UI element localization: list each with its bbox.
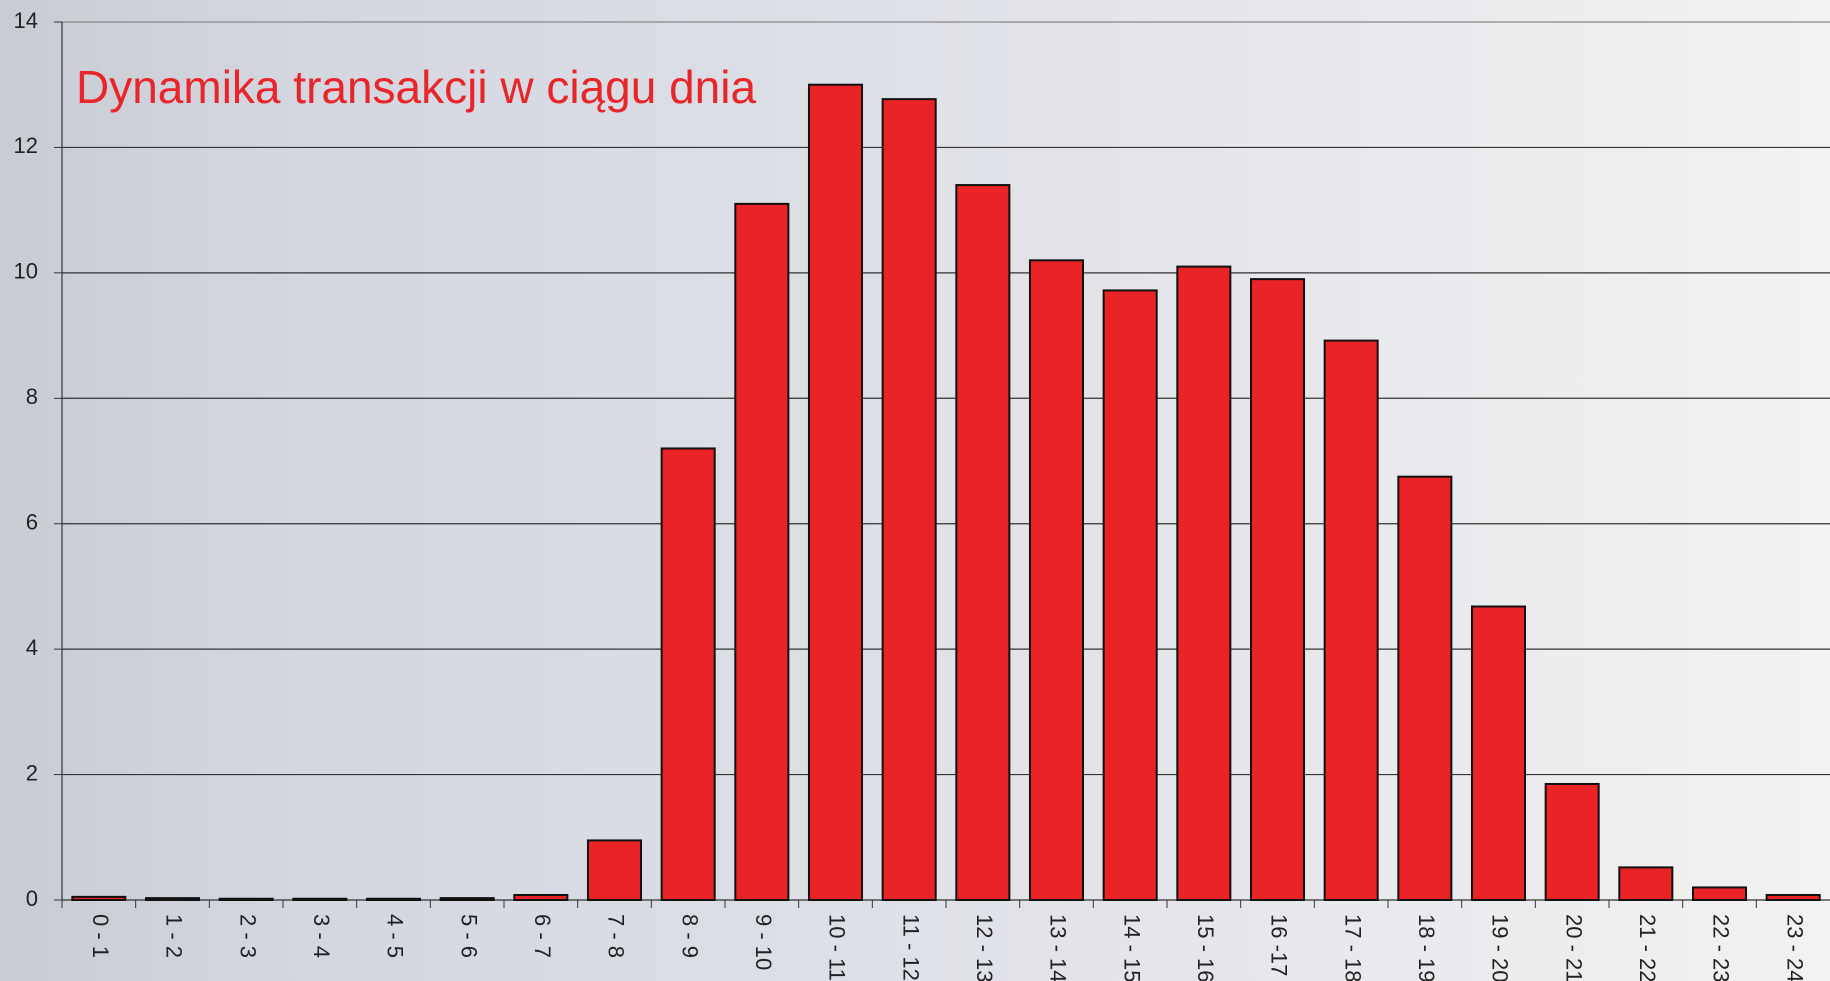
x-tick-label: 18 - 19 [1414, 914, 1439, 981]
x-tick-label: 4 - 5 [383, 914, 408, 958]
bar [513, 893, 569, 901]
y-tick-label: 4 [26, 635, 38, 660]
x-tick-label: 14 - 15 [1119, 914, 1144, 981]
bar [1691, 886, 1748, 902]
x-tick-label: 5 - 6 [456, 914, 481, 958]
x-tick-label: 8 - 9 [677, 914, 702, 958]
x-tick-label: 6 - 7 [530, 914, 555, 958]
x-tick-label: 20 - 21 [1561, 914, 1586, 981]
bar [144, 897, 201, 902]
y-tick-label: 12 [14, 133, 38, 158]
x-tick-label: 3 - 4 [309, 914, 334, 958]
bar [365, 897, 422, 902]
x-tick-label: 12 - 13 [972, 914, 997, 981]
x-tick-label: 17 - 18 [1340, 914, 1365, 981]
y-tick-label: 8 [26, 384, 38, 409]
bar [439, 897, 495, 902]
x-tick-label: 23 - 24 [1782, 914, 1807, 981]
y-tick-label: 10 [14, 259, 38, 284]
chart-title: Dynamika transakcji w ciągu dnia [76, 61, 756, 113]
x-tick-label: 11 - 12 [898, 914, 923, 981]
bar [1544, 782, 1600, 902]
x-tick-label: 21 - 22 [1635, 914, 1660, 981]
x-tick-label: 13 - 14 [1046, 914, 1071, 981]
bar [734, 202, 790, 902]
bar [1618, 866, 1674, 901]
x-tick-label: 7 - 8 [604, 914, 629, 958]
x-tick-label: 1 - 2 [162, 914, 187, 958]
x-tick-label: 9 - 10 [751, 914, 776, 970]
bar [1028, 259, 1085, 902]
bar [1102, 289, 1158, 902]
y-tick-label: 14 [14, 8, 38, 33]
bar [660, 447, 716, 901]
bar [292, 897, 348, 902]
bar [1397, 475, 1453, 901]
bar [955, 184, 1011, 902]
x-tick-label: 2 - 3 [235, 914, 260, 958]
x-tick-label: 0 - 1 [88, 914, 113, 958]
x-tick-label: 19 - 20 [1488, 914, 1513, 981]
x-tick-label: 22 - 23 [1709, 914, 1734, 981]
bar [1323, 339, 1379, 901]
y-tick-label: 2 [26, 760, 38, 785]
bar [1470, 605, 1527, 901]
bar [807, 83, 864, 901]
x-tick-label: 16 -17 [1267, 914, 1292, 976]
y-tick-label: 0 [26, 886, 38, 911]
x-tick-label: 10 - 11 [825, 914, 850, 981]
y-tick-label: 6 [26, 510, 38, 535]
bar [1176, 265, 1232, 902]
bar [218, 897, 274, 902]
bar [1249, 278, 1306, 901]
bar [71, 895, 127, 901]
bar [1765, 893, 1821, 901]
bar [586, 839, 643, 902]
bar [881, 98, 937, 902]
x-tick-label: 15 - 16 [1193, 914, 1218, 981]
